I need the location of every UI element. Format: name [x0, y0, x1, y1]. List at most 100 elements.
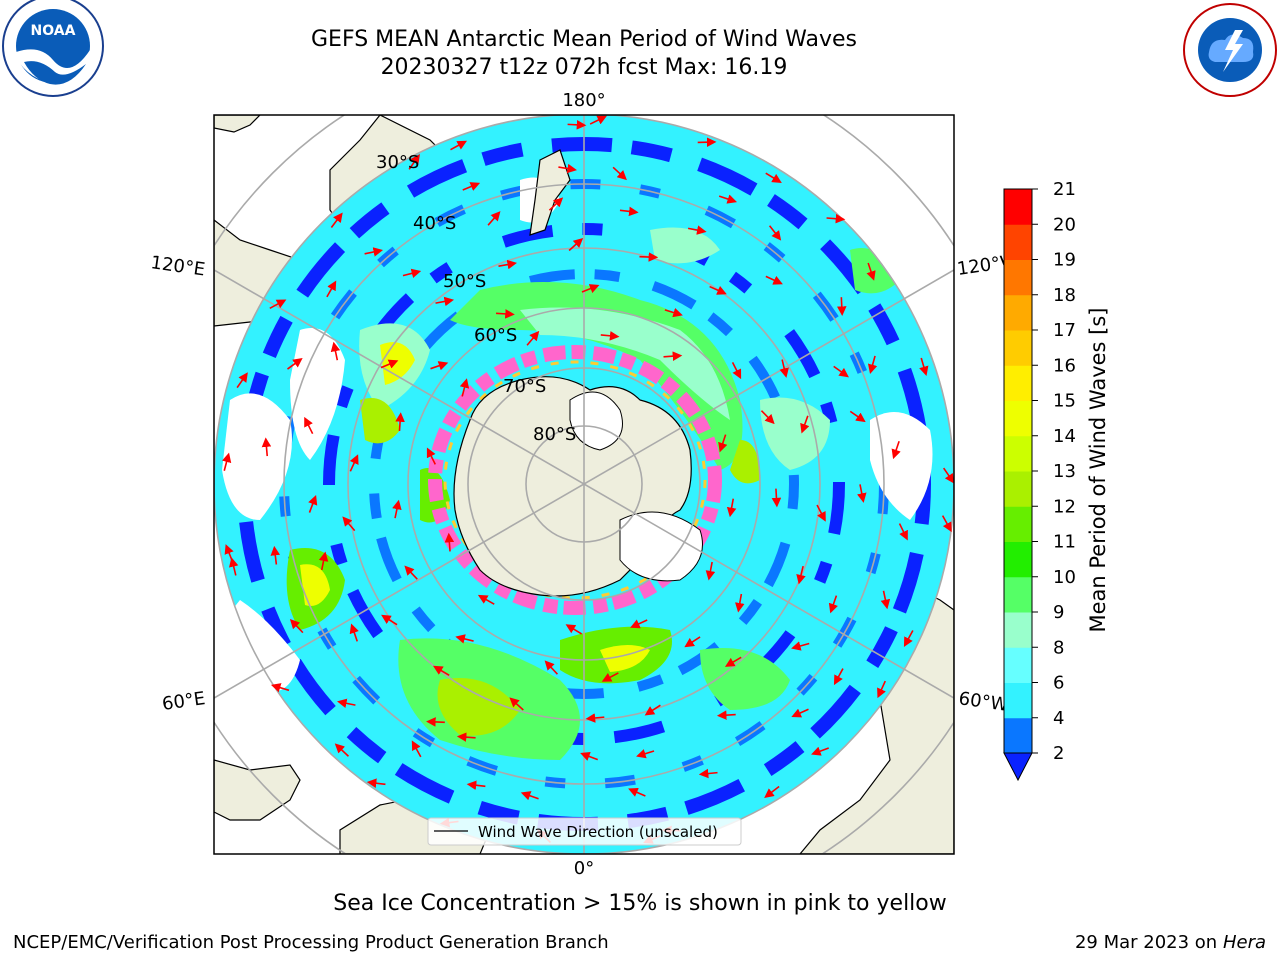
wave-arrow [342, 516, 356, 532]
lon-label-60w: 60°W [957, 688, 1009, 716]
wave-arrow [811, 746, 829, 756]
wave-arrow [430, 361, 449, 371]
lat-label-40s: 40°S [413, 213, 456, 234]
legend-label: Wind Wave Direction (unscaled) [478, 823, 718, 841]
wave-arrow [334, 743, 350, 757]
sea-ice-note: Sea Ice Concentration > 15% is shown in … [333, 891, 947, 916]
map-area [214, 115, 954, 854]
wave-arrow [898, 523, 908, 541]
lon-label-0: 0° [574, 858, 594, 879]
wave-arrow [498, 259, 517, 270]
wave-arrow [548, 197, 564, 211]
wave-arrow [636, 749, 655, 759]
wave-arrow [826, 213, 846, 224]
colorbar-segment [1004, 365, 1032, 401]
wave-arrow [779, 359, 789, 378]
wave-arrow [724, 656, 742, 667]
colorbar-segment [1004, 682, 1032, 719]
wave-arrow [877, 680, 887, 699]
chart-title: GEFS MEAN Antarctic Mean Period of Wind … [311, 27, 857, 52]
wave-arrow [765, 275, 783, 285]
lat-label-50s: 50°S [443, 271, 486, 292]
wave-arrow [619, 206, 639, 217]
wave-arrow [558, 163, 577, 174]
wave-arrow [466, 780, 486, 790]
wind-wave-arrows [221, 115, 954, 844]
wave-arrow [612, 166, 627, 181]
wave-arrow [709, 285, 727, 295]
wave-arrow [455, 634, 474, 644]
wave-arrow [261, 437, 272, 457]
wave-arrow [435, 296, 455, 307]
wave-arrow [726, 498, 737, 518]
map-frame [213, 114, 955, 855]
wave-arrow [380, 359, 399, 369]
wave-arrow [289, 619, 304, 634]
colorbar-segment [1004, 294, 1032, 331]
wave-arrow [304, 416, 314, 435]
colorbar-segment [1004, 400, 1032, 437]
colorbar-segment [1004, 330, 1032, 366]
longitude-labels: 180° 120°E 120°W 60°E 60°W 0° [149, 90, 1019, 879]
wave-arrow [791, 708, 809, 718]
wave-arrow [568, 237, 584, 252]
colorbar-tick-label: 8 [1053, 637, 1064, 658]
chart-subtitle: 20230327 t12z 072h fcst Max: 16.19 [380, 55, 788, 80]
wave-arrow [236, 372, 248, 389]
wave-arrow [919, 357, 929, 377]
colorbar-tick-label: 16 [1053, 355, 1076, 376]
wave-arrow [718, 434, 728, 453]
wave-arrow [903, 630, 914, 647]
colorbar-segment [1004, 259, 1032, 296]
wave-arrow [450, 140, 468, 151]
latitude-labels: 30°S 40°S 50°S 60°S 70°S 80°S [376, 152, 576, 445]
wave-arrow [731, 362, 742, 380]
wave-arrow [426, 447, 437, 465]
colorbar-tick-label: 12 [1053, 496, 1076, 517]
credit-text: NCEP/EMC/Verification Post Processing Pr… [13, 932, 609, 953]
wave-arrow [716, 710, 736, 720]
lon-label-60e: 60°E [161, 688, 207, 715]
colorbar-label: Mean Period of Wind Waves [s] [1086, 308, 1110, 633]
wave-arrow [833, 668, 844, 686]
wave-arrow [509, 697, 524, 711]
wave-arrow [698, 768, 718, 779]
wave-arrow [857, 484, 867, 503]
wave-arrow [867, 355, 878, 375]
colorbar-under-triangle [1003, 752, 1033, 782]
svg-text:NOAA: NOAA [31, 23, 76, 39]
wave-arrow [828, 595, 838, 614]
wave-arrow [487, 211, 501, 226]
wave-arrow [381, 614, 398, 626]
wave-arrow [565, 624, 583, 635]
wave-arrow [459, 378, 470, 397]
wave-arrow [580, 751, 599, 761]
wave-arrow [760, 410, 775, 425]
colorbar-tick-label: 13 [1053, 461, 1076, 482]
sea-ice-rim [428, 345, 722, 615]
colorbar-segment [1004, 435, 1032, 472]
wave-arrow [768, 225, 782, 241]
date-text: 29 Mar 2023 on Hera [1075, 932, 1266, 953]
nws-logo-icon [1183, 3, 1277, 97]
colorbar-tick-label: 11 [1053, 532, 1076, 553]
wave-arrow [771, 488, 782, 508]
wave-arrow [228, 557, 239, 576]
lon-label-120e: 120°E [149, 252, 206, 280]
wave-arrow [836, 297, 847, 316]
colorbar: 2 4 6 8 9 10 11 12 13 14 15 16 17 18 19 20 21 [1003, 179, 1076, 782]
wave-arrow [432, 665, 450, 676]
wave-arrow [891, 441, 901, 460]
lat-label-80s: 80°S [533, 424, 576, 445]
wave-arrow [601, 672, 619, 682]
wave-arrow [644, 704, 661, 716]
colorbar-tick-label: 20 [1053, 214, 1076, 235]
wave-arrow [326, 280, 337, 298]
wave-arrow [544, 660, 559, 675]
wave-arrow [630, 619, 648, 629]
wave-arrow [791, 641, 810, 651]
lat-label-70s: 70°S [503, 376, 546, 397]
wave-arrow [270, 545, 281, 565]
wave-arrow [402, 268, 422, 279]
wave-arrow [816, 504, 826, 522]
